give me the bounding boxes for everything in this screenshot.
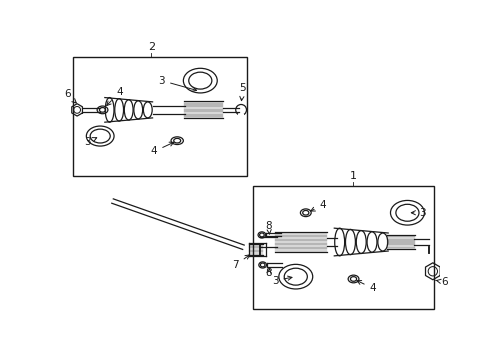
Text: 1: 1 (349, 171, 356, 181)
Text: 4: 4 (357, 280, 376, 293)
Text: 6: 6 (436, 277, 448, 287)
Text: 2: 2 (147, 42, 155, 53)
Text: 6: 6 (64, 90, 76, 103)
Bar (74, 57, 246, 176)
Text: 3: 3 (158, 76, 196, 91)
Text: 4: 4 (151, 142, 173, 157)
Bar (253, 186, 435, 309)
Text: 8: 8 (266, 267, 272, 278)
Text: 4: 4 (311, 200, 326, 211)
Text: 3: 3 (411, 208, 426, 218)
Text: 5: 5 (239, 83, 246, 101)
Text: 7: 7 (232, 255, 249, 270)
Text: 4: 4 (107, 87, 123, 105)
Text: 3: 3 (271, 275, 292, 285)
Text: 8: 8 (266, 221, 272, 234)
Text: 3: 3 (84, 137, 97, 147)
